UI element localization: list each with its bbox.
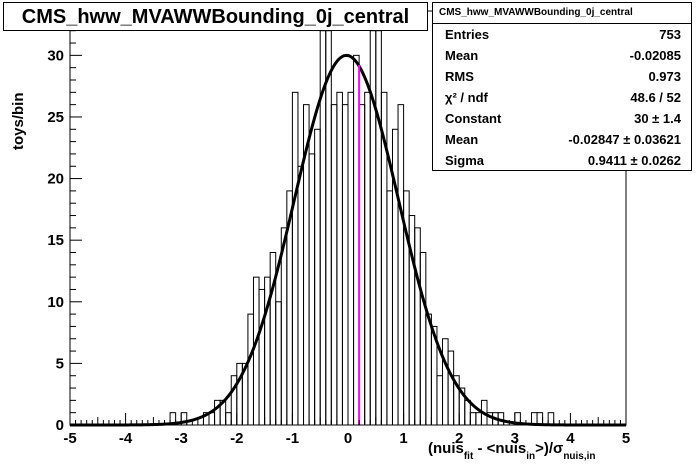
x-tick-label: -3 <box>175 430 188 447</box>
histogram-bin <box>469 412 477 426</box>
histogram-bin <box>252 276 260 426</box>
y-tick-label: 30 <box>47 47 64 64</box>
histogram-bin <box>314 128 321 426</box>
stats-label: Sigma <box>445 153 485 168</box>
y-tick-label: 25 <box>47 109 64 126</box>
stats-row-rms: RMS 0.973 <box>433 66 691 87</box>
histogram-bin <box>336 91 343 426</box>
stats-row-fit-mean: Mean -0.02847 ± 0.03621 <box>433 129 691 150</box>
histogram-bin <box>330 104 338 426</box>
histogram-bin <box>442 338 449 426</box>
x-axis-label: (nuisfit - <nuisin>)/σnuis,in <box>428 440 596 462</box>
histogram-bin <box>308 153 316 426</box>
stats-label: Mean <box>445 132 479 147</box>
histogram-bin <box>425 313 432 426</box>
stats-row-entries: Entries 753 <box>433 24 691 45</box>
stats-label: Mean <box>445 48 479 63</box>
y-tick-label: 5 <box>56 355 64 372</box>
histogram-bin <box>258 288 266 426</box>
y-tick-label: 0 <box>56 417 64 434</box>
stats-label: Constant <box>445 111 502 126</box>
y-tick-label: 15 <box>47 232 64 249</box>
histogram-bin <box>375 30 382 426</box>
histogram-bin <box>447 350 455 426</box>
stats-row-chi2: χ² / ndf 48.6 / 52 <box>433 87 691 108</box>
histogram-bin <box>547 412 555 426</box>
x-tick-label: 3 <box>511 430 519 447</box>
stats-value: 0.973 <box>648 69 681 84</box>
histogram-bin <box>475 412 482 426</box>
histogram-bin <box>414 227 421 426</box>
histogram-bin <box>275 301 282 426</box>
x-tick-label: 0 <box>344 430 352 447</box>
stats-value: 48.6 / 52 <box>630 90 681 105</box>
x-tick-label: -5 <box>63 430 76 447</box>
stats-label: Entries <box>445 27 490 42</box>
stats-value: 753 <box>659 27 681 42</box>
histogram-bin <box>325 30 332 426</box>
stats-row-constant: Constant 30 ± 1.4 <box>433 108 691 129</box>
x-tick-label: 5 <box>622 430 630 447</box>
x-tick-label: -2 <box>230 430 243 447</box>
stats-value: 30 ± 1.4 <box>634 111 681 126</box>
x-tick-label: 2 <box>455 430 463 447</box>
histogram-bin <box>247 313 254 426</box>
stats-value: 0.9411 ± 0.0262 <box>587 153 681 168</box>
histogram-bin <box>341 104 349 426</box>
stats-label: χ² / ndf <box>445 90 488 105</box>
stats-row-mean: Mean -0.02085 <box>433 45 691 66</box>
stats-box: CMS_hww_MVAWWBounding_0j_central Entries… <box>432 2 692 171</box>
y-tick-label: 10 <box>47 294 64 311</box>
x-tick-label: 1 <box>399 430 407 447</box>
stats-row-sigma: Sigma 0.9411 ± 0.0262 <box>433 150 691 171</box>
x-tick-label: -4 <box>119 430 133 447</box>
histogram-bin <box>436 375 444 426</box>
histogram-bin <box>225 412 232 426</box>
stats-value: -0.02847 ± 0.03621 <box>568 132 681 147</box>
plot-title: CMS_hww_MVAWWBounding_0j_central <box>3 2 428 31</box>
stats-label: RMS <box>445 69 474 84</box>
gaussian-fit-curve <box>70 53 626 427</box>
histogram-bin <box>208 412 216 426</box>
histogram-bin <box>386 190 393 426</box>
x-tick-label: 4 <box>566 430 575 447</box>
histogram-bin <box>419 252 427 426</box>
histogram-bin <box>291 91 299 426</box>
y-axis-label: toys/bin <box>10 92 27 150</box>
histogram-bin <box>364 91 371 426</box>
histogram-bin <box>297 165 305 426</box>
histogram-bin <box>397 104 405 426</box>
histogram-bin <box>464 399 471 426</box>
x-tick-label: -1 <box>286 430 299 447</box>
stats-title: CMS_hww_MVAWWBounding_0j_central <box>433 3 691 24</box>
axes: -5 -4 -3 -2 -1 0 1 2 3 4 5 0 5 10 15 20 25 30 <box>47 17 630 447</box>
stats-value: -0.02085 <box>629 48 681 63</box>
y-tick-label: 20 <box>47 171 64 188</box>
histogram-bin <box>347 91 355 426</box>
